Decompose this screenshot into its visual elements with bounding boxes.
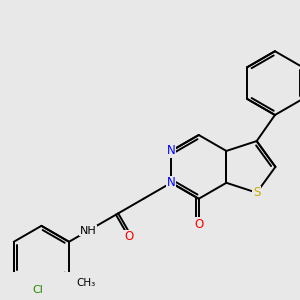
Text: N: N xyxy=(167,144,176,158)
Text: O: O xyxy=(124,230,133,243)
Text: NH: NH xyxy=(80,226,97,236)
Text: O: O xyxy=(194,218,203,231)
Text: CH₃: CH₃ xyxy=(76,278,95,288)
Text: N: N xyxy=(167,176,176,189)
Text: S: S xyxy=(253,186,260,199)
Text: Cl: Cl xyxy=(32,285,43,295)
